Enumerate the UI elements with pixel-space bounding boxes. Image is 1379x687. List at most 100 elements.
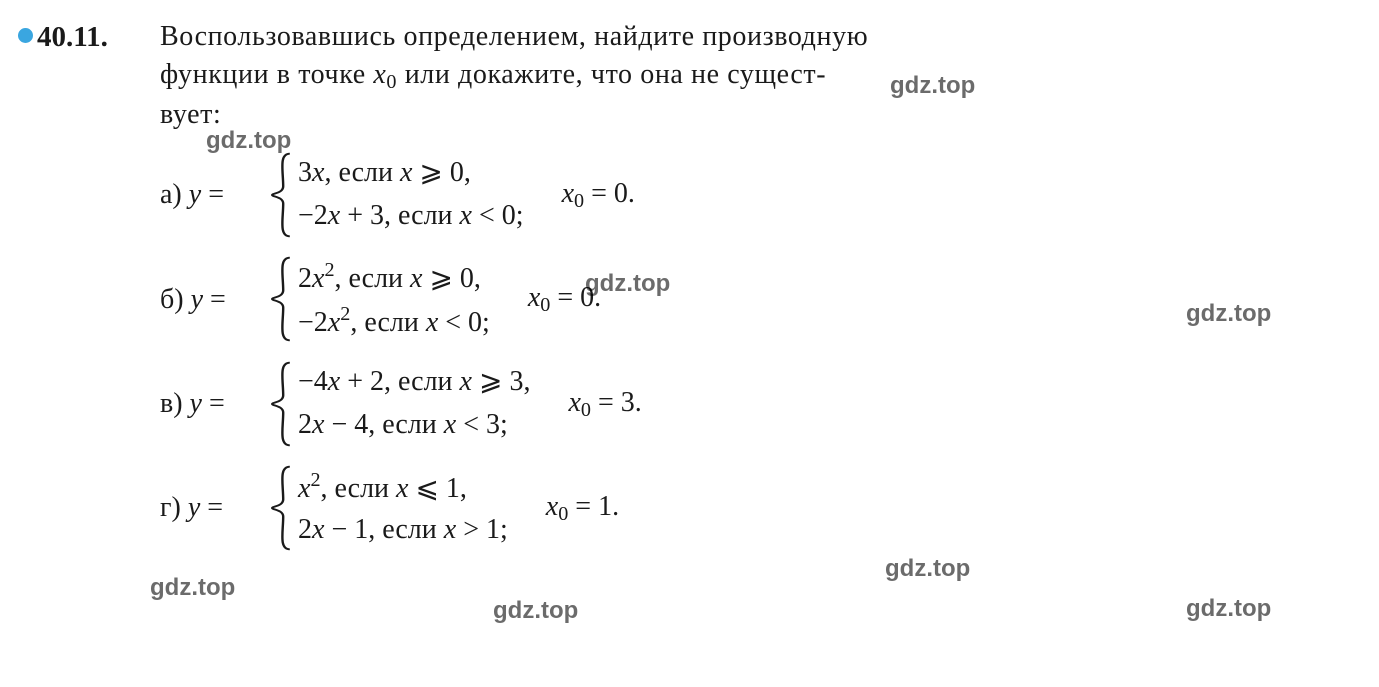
case-b-eq: = xyxy=(203,284,226,315)
t: − 4, если xyxy=(324,409,443,440)
t: 2 xyxy=(340,303,350,325)
watermark: gdz.top xyxy=(493,597,578,625)
case-a-line1: 3x, если x ⩾ 0, xyxy=(298,153,524,194)
page: 40.11. Воспользовавшись определением, на… xyxy=(0,0,1379,567)
case-d-lines: x2, если x ⩽ 1, 2x − 1, если x > 1; xyxy=(292,465,508,551)
t: x xyxy=(312,514,324,545)
t: < 0; xyxy=(472,200,524,231)
t: 2 xyxy=(298,409,312,440)
t: x xyxy=(396,473,408,504)
brace-icon xyxy=(270,256,292,342)
brace-icon xyxy=(270,465,292,551)
intro-line3: вует: xyxy=(160,99,221,130)
t: 2 xyxy=(298,263,312,294)
case-b-lines: 2x2, если x ⩾ 0, −2x2, если x < 0; xyxy=(292,256,490,343)
case-b-x0: x0 = 0. xyxy=(528,279,601,319)
intro-l2b: или докажите, что она не сущест- xyxy=(397,59,826,90)
case-d-label: г) y = xyxy=(160,489,270,527)
case-d-letter: г) xyxy=(160,492,181,523)
t: x xyxy=(460,366,472,397)
t: x xyxy=(312,409,324,440)
case-b-line2: −2x2, если x < 0; xyxy=(298,300,490,344)
t: x xyxy=(328,366,340,397)
t: −2 xyxy=(298,307,328,338)
t: x xyxy=(410,263,422,294)
case-d-eq: = xyxy=(200,492,223,523)
t: x xyxy=(312,157,324,188)
intro-line2: функции в точке x0 или докажите, что она… xyxy=(160,59,826,90)
t: , если xyxy=(350,307,426,338)
case-a-letter: а) xyxy=(160,179,182,210)
case-b-y: y xyxy=(191,284,203,315)
case-c-line1: −4x + 2, если x ⩾ 3, xyxy=(298,362,530,403)
case-a: а) y = 3x, если x ⩾ 0, −2x + 3, если x <… xyxy=(160,152,1369,238)
case-a-y: y xyxy=(189,179,201,210)
t: −4 xyxy=(298,366,328,397)
t: , если xyxy=(335,263,411,294)
intro-line1: Воспользовавшись определением, найдите п… xyxy=(160,21,868,52)
bullet-icon xyxy=(18,28,33,43)
case-a-line2: −2x + 3, если x < 0; xyxy=(298,196,524,237)
t: + 2, если xyxy=(340,366,459,397)
intro-x0-sub: 0 xyxy=(386,71,397,93)
t: ⩾ 3, xyxy=(472,366,530,397)
case-c-brace-wrap: −4x + 2, если x ⩾ 3, 2x − 4, если x < 3; xyxy=(270,361,530,447)
brace-icon xyxy=(270,361,292,447)
case-c-x0: x0 = 3. xyxy=(568,384,641,424)
case-a-label: а) y = xyxy=(160,176,270,214)
t: x xyxy=(568,387,580,418)
case-c-lines: −4x + 2, если x ⩾ 3, 2x − 4, если x < 3; xyxy=(292,361,530,447)
case-b: б) y = 2x2, если x ⩾ 0, −2x2, если x < 0… xyxy=(160,256,1369,343)
t: −2 xyxy=(298,200,328,231)
t: 0 xyxy=(574,190,584,212)
case-d-brace-wrap: x2, если x ⩽ 1, 2x − 1, если x > 1; xyxy=(270,465,508,551)
t: , если xyxy=(324,157,400,188)
t: < 0; xyxy=(438,307,490,338)
case-c: в) y = −4x + 2, если x ⩾ 3, 2x − 4, если… xyxy=(160,361,1369,447)
t: x xyxy=(528,282,540,313)
t: x xyxy=(328,307,340,338)
case-a-x0: x0 = 0. xyxy=(562,175,635,215)
t: 0 xyxy=(540,294,550,316)
t: ⩾ 0, xyxy=(412,157,470,188)
t: , если xyxy=(321,473,397,504)
t: = 1. xyxy=(568,491,619,522)
intro-l2a: функции в точке xyxy=(160,59,373,90)
case-c-y: y xyxy=(190,388,202,419)
t: < 3; xyxy=(456,409,508,440)
t: x xyxy=(444,409,456,440)
t: 2 xyxy=(310,469,320,491)
case-a-lines: 3x, если x ⩾ 0, −2x + 3, если x < 0; xyxy=(292,152,524,238)
t: x xyxy=(298,473,310,504)
case-b-letter: б) xyxy=(160,284,184,315)
case-d: г) y = x2, если x ⩽ 1, 2x − 1, если x > … xyxy=(160,465,1369,551)
case-c-letter: в) xyxy=(160,388,183,419)
brace-icon xyxy=(270,152,292,238)
case-c-eq: = xyxy=(202,388,225,419)
intro-x0-var: x xyxy=(373,59,386,90)
t: x xyxy=(400,157,412,188)
case-c-line2: 2x − 4, если x < 3; xyxy=(298,405,530,446)
t: x xyxy=(562,178,574,209)
case-b-label: б) y = xyxy=(160,281,270,319)
t: − 1, если xyxy=(324,514,443,545)
case-d-line2: 2x − 1, если x > 1; xyxy=(298,510,508,551)
problem-intro: Воспользовавшись определением, найдите п… xyxy=(160,18,1339,134)
t: = 3. xyxy=(591,387,642,418)
case-d-y: y xyxy=(188,492,200,523)
problem-number-text: 40.11. xyxy=(37,21,108,53)
case-d-x0: x0 = 1. xyxy=(546,488,619,528)
problem-number: 40.11. xyxy=(18,18,108,57)
t: = 0. xyxy=(550,282,601,313)
t: = 0. xyxy=(584,178,635,209)
t: x xyxy=(460,200,472,231)
t: ⩾ 0, xyxy=(422,263,480,294)
t: 2 xyxy=(298,514,312,545)
watermark: gdz.top xyxy=(150,574,235,602)
watermark: gdz.top xyxy=(1186,595,1271,623)
case-b-brace-wrap: 2x2, если x ⩾ 0, −2x2, если x < 0; xyxy=(270,256,490,343)
case-a-eq: = xyxy=(201,179,224,210)
t: x xyxy=(312,263,324,294)
t: 2 xyxy=(324,259,334,281)
t: x xyxy=(444,514,456,545)
